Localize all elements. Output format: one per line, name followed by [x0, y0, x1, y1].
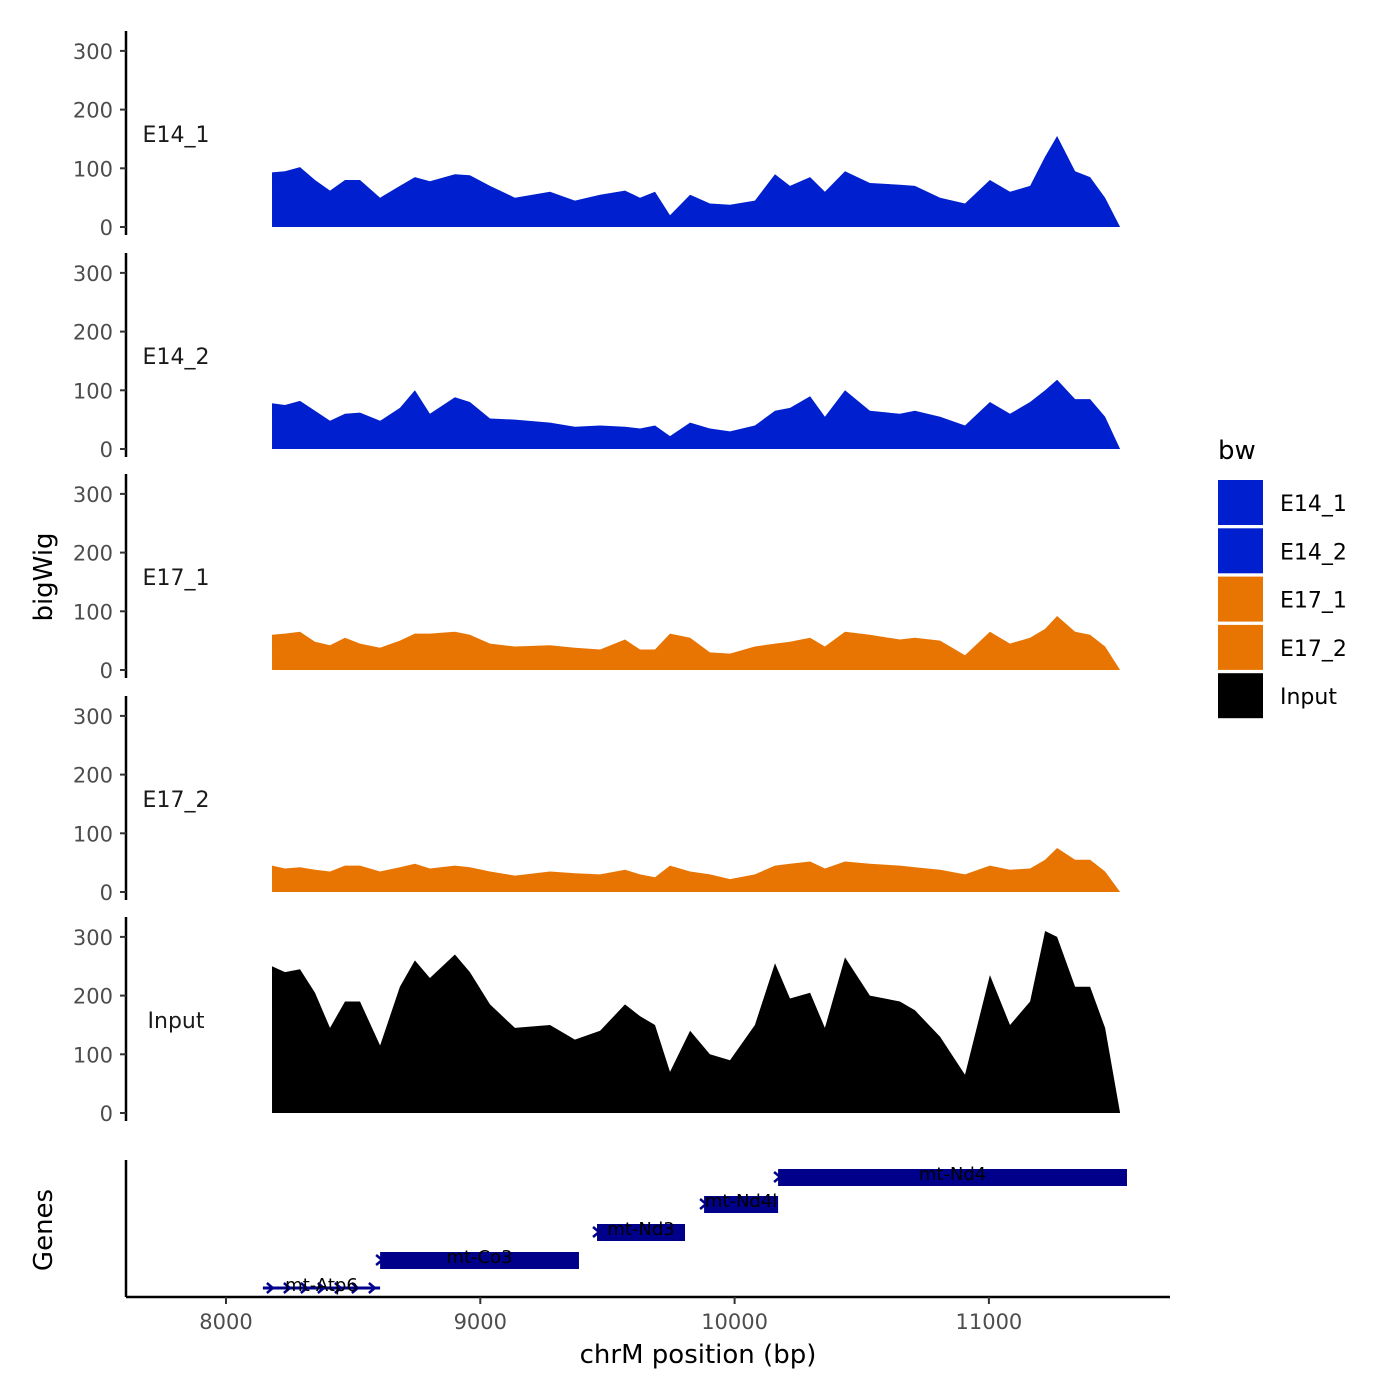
strand-arrow-icon: [368, 1282, 377, 1294]
y-tick-label: 300: [73, 40, 113, 64]
strand-arrow-icon: [317, 1282, 326, 1294]
gene-block: [597, 1224, 686, 1241]
y-tick-label: 100: [73, 379, 113, 403]
y-axis-label: bigWig: [29, 532, 59, 621]
y-tick-label: 100: [73, 600, 113, 624]
legend-swatch: [1218, 673, 1263, 719]
track-label: E14_2: [143, 345, 210, 370]
legend-swatch: [1218, 528, 1263, 574]
y-tick-label: 300: [73, 926, 113, 950]
track-e14_2: 0 100 200 300 E14_2: [73, 253, 1121, 462]
y-tick-label: 200: [73, 542, 113, 566]
track-input: 0 100 200 300 Input: [73, 917, 1121, 1126]
x-tick-label: 10000: [701, 1310, 768, 1334]
track-label: Input: [148, 1009, 205, 1034]
legend-swatch: [1218, 480, 1263, 525]
x-tick-label: 8000: [199, 1310, 252, 1334]
strand-arrow-icon: [351, 1282, 360, 1294]
legend-label: E14_2: [1280, 540, 1347, 565]
x-axis-label: chrM position (bp): [580, 1340, 817, 1370]
track-label: E17_1: [143, 566, 210, 591]
legend-label: E14_1: [1280, 492, 1347, 517]
legend-label: Input: [1280, 685, 1337, 710]
track-e17_2: 0 100 200 300 E17_2: [73, 696, 1121, 905]
track-label: E14_1: [143, 123, 210, 148]
gene-block: [778, 1169, 1127, 1186]
y-tick-label: 0: [100, 659, 113, 683]
y-tick-label: 200: [73, 764, 113, 788]
track-e14_1: 0 100 200 300 E14_1: [73, 31, 1121, 240]
strand-arrow-icon: [699, 1198, 709, 1210]
strand-arrow-icon: [375, 1254, 385, 1266]
y-tick-label: 0: [100, 438, 113, 462]
y-tick-label: 300: [73, 262, 113, 286]
x-tick-label: 9000: [454, 1310, 507, 1334]
y-tick-label: 0: [100, 1102, 113, 1126]
y-tick-label: 0: [100, 881, 113, 905]
track-e17_1: 0 100 200 300 E17_1: [73, 474, 1121, 683]
y-tick-label: 200: [73, 985, 113, 1009]
track-label: E17_2: [143, 788, 210, 813]
area-e17_1: [272, 616, 1121, 670]
area-input: [272, 931, 1121, 1113]
y-tick-label: 200: [73, 321, 113, 345]
y-tick-label: 300: [73, 483, 113, 507]
y-tick-label: 0: [100, 216, 113, 240]
y-tick-label: 200: [73, 99, 113, 123]
legend-title: bw: [1218, 436, 1256, 466]
area-e14_1: [272, 136, 1121, 227]
gene-label: mt-Nd4: [919, 1164, 986, 1185]
area-e17_2: [272, 848, 1121, 892]
strand-arrow-icon: [300, 1282, 309, 1294]
gene-block: [704, 1196, 779, 1213]
gene-label: mt-Nd3: [607, 1219, 674, 1240]
gene-label: mt-Atp6: [285, 1275, 358, 1296]
strand-arrow-icon: [334, 1282, 343, 1294]
gene-block: [380, 1252, 579, 1269]
legend: E14_1 E14_2 E17_1 E17_2 Input: [1218, 480, 1347, 719]
strand-arrow-icon: [283, 1282, 292, 1294]
y-tick-label: 100: [73, 822, 113, 846]
gene-label: mt-Nd4l: [705, 1191, 777, 1212]
strand-arrow-icon: [773, 1171, 783, 1183]
legend-label: E17_2: [1280, 637, 1347, 662]
legend-swatch: [1218, 576, 1263, 622]
strand-arrow-icon: [266, 1282, 275, 1294]
genes-axis-label: Genes: [29, 1189, 59, 1271]
gene-label: mt-Co3: [446, 1247, 512, 1268]
genes-track: mt-Atp6 mt-Co3 mt-Nd3 mt-Nd4l mt-Nd4 8000 9000…: [124, 1160, 1170, 1334]
legend-label: E17_1: [1280, 589, 1347, 614]
x-tick-label: 11000: [955, 1310, 1022, 1334]
legend-swatch: [1218, 624, 1263, 670]
area-e14_2: [272, 379, 1121, 449]
y-tick-label: 100: [73, 157, 113, 181]
strand-arrow-icon: [592, 1226, 601, 1238]
y-tick-label: 300: [73, 705, 113, 729]
y-tick-label: 100: [73, 1043, 113, 1067]
